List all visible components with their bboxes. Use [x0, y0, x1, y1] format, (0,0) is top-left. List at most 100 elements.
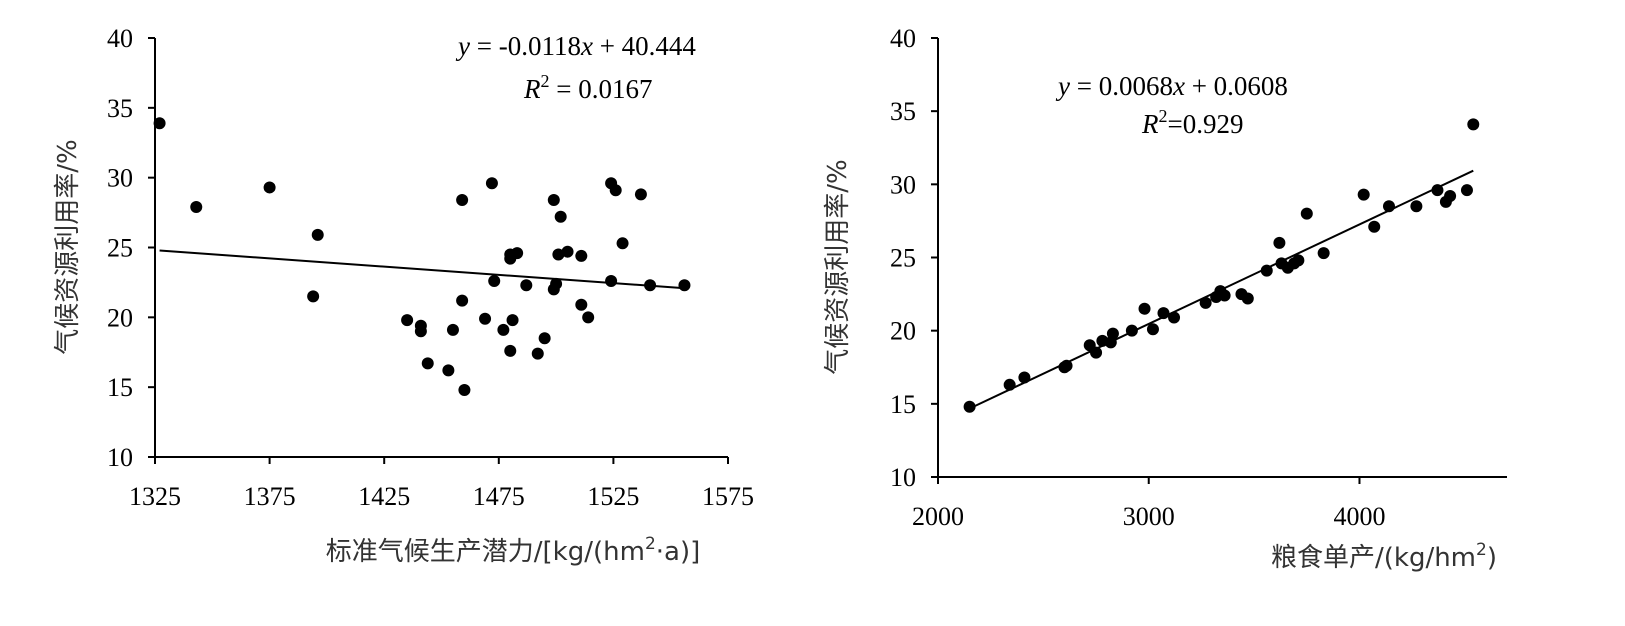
left-data-point	[561, 245, 574, 258]
left-data-point	[421, 357, 434, 370]
left-data-point	[311, 228, 324, 241]
right-data-point	[1146, 323, 1159, 336]
left-data-point	[582, 311, 595, 324]
right-data-point	[963, 400, 976, 413]
right-data-point	[1060, 359, 1073, 372]
left-r2-val: = 0.0167	[550, 74, 653, 104]
left-data-point	[456, 294, 469, 307]
left-data-point	[497, 323, 510, 336]
right-r2-r: R	[1141, 109, 1159, 139]
right-x-axis-title: 粮食单产/(kg/hm2)	[1271, 540, 1497, 573]
left-points	[153, 117, 691, 396]
right-data-point	[1317, 247, 1330, 260]
right-r2-sup: 2	[1159, 106, 1168, 126]
left-x-tick-label: 1475	[473, 482, 525, 511]
left-x-tick-label: 1375	[244, 482, 296, 511]
right-data-point	[1218, 289, 1231, 302]
right-data-point	[1444, 190, 1457, 203]
left-data-point	[485, 177, 498, 190]
right-x-tick-label: 3000	[1123, 502, 1175, 531]
left-data-point	[458, 383, 471, 396]
left-data-point	[520, 279, 533, 292]
right-data-point	[1460, 184, 1473, 197]
left-data-point	[678, 279, 691, 292]
left-x-title-main: 标准气候生产潜力/[kg/(hm	[326, 537, 645, 567]
left-data-point	[605, 275, 618, 288]
right-scatter-panel: 10 15 20 25 30 35 40 2000 3000 4000 y = 0.0068x …	[823, 24, 1507, 573]
right-eq-part1: = 0.0068	[1070, 71, 1173, 101]
left-y-tick-label: 30	[107, 164, 133, 193]
left-data-point	[488, 275, 501, 288]
right-data-point	[1138, 302, 1151, 315]
right-y-tick-label: 10	[890, 463, 916, 492]
right-data-point	[1357, 188, 1370, 201]
left-data-point	[307, 290, 320, 303]
right-x-title-tail: )	[1487, 543, 1497, 573]
right-y-tick-label: 25	[890, 244, 916, 273]
left-x-title-tail: ·a)]	[656, 537, 700, 567]
left-equation: y = -0.0118x + 40.444	[455, 31, 696, 61]
left-y-tick-label: 35	[107, 94, 133, 123]
right-r2: R2=0.929	[1141, 106, 1243, 139]
left-data-point	[554, 210, 567, 223]
left-r2-r: R	[523, 74, 541, 104]
right-equation: y = 0.0068x + 0.0608	[1055, 71, 1288, 101]
left-x-title-sup: 2	[645, 534, 656, 554]
right-data-point	[1125, 324, 1138, 337]
left-data-point	[552, 248, 565, 261]
left-x-tick-label: 1575	[702, 482, 754, 511]
right-x-title-sup: 2	[1476, 540, 1487, 560]
left-data-point	[644, 279, 657, 292]
left-data-point	[547, 194, 560, 207]
right-points	[963, 118, 1480, 413]
right-x-ticks: 2000 3000 4000	[912, 477, 1385, 531]
right-eq-x: x	[1172, 71, 1185, 101]
left-data-point	[575, 298, 588, 311]
right-data-point	[1382, 200, 1395, 213]
left-y-axis-title: 气候资源利用率/%	[53, 139, 83, 354]
right-y-tick-label: 40	[890, 24, 916, 53]
left-y-tick-label: 40	[107, 24, 133, 53]
left-r2-sup: 2	[541, 71, 550, 91]
left-r2: R2 = 0.0167	[523, 71, 652, 104]
right-data-point	[1467, 118, 1480, 131]
left-x-axis-title: 标准气候生产潜力/[kg/(hm2·a)]	[326, 534, 701, 567]
right-x-tick-label: 2000	[912, 502, 964, 531]
left-x-ticks: 1325 1375 1425 1475 1525 1575	[129, 457, 754, 511]
left-y-tick-label: 20	[107, 303, 133, 332]
right-r2-val: =0.929	[1168, 109, 1244, 139]
left-eq-part1: = -0.0118	[470, 31, 581, 61]
left-eq-x: x	[580, 31, 593, 61]
right-data-point	[1003, 378, 1016, 391]
left-y-tick-label: 10	[107, 443, 133, 472]
right-data-point	[1292, 254, 1305, 267]
right-eq-part2: + 0.0608	[1185, 71, 1288, 101]
left-data-point	[456, 194, 469, 207]
left-data-point	[401, 314, 414, 327]
left-data-point	[634, 188, 647, 201]
right-data-point	[1168, 311, 1181, 324]
left-data-point	[616, 237, 629, 250]
right-y-tick-label: 20	[890, 317, 916, 346]
right-data-point	[1241, 292, 1254, 305]
left-y-tick-label: 15	[107, 373, 133, 402]
right-data-point	[1157, 307, 1170, 320]
right-data-point	[1431, 184, 1444, 197]
left-x-tick-label: 1325	[129, 482, 181, 511]
left-y-tick-label: 25	[107, 234, 133, 263]
left-data-point	[504, 344, 517, 357]
right-y-axis-title: 气候资源利用率/%	[823, 159, 853, 374]
right-data-point	[1410, 200, 1423, 213]
right-x-tick-label: 4000	[1333, 502, 1385, 531]
left-data-point	[609, 184, 622, 197]
left-data-point	[538, 332, 551, 345]
right-data-point	[1199, 296, 1212, 309]
right-data-point	[1300, 207, 1313, 220]
left-data-point	[550, 277, 563, 290]
right-x-title-main: 粮食单产/(kg/hm	[1271, 543, 1476, 573]
right-y-tick-label: 30	[890, 170, 916, 199]
right-y-ticks: 10 15 20 25 30 35 40	[890, 24, 938, 492]
right-data-point	[1368, 220, 1381, 233]
